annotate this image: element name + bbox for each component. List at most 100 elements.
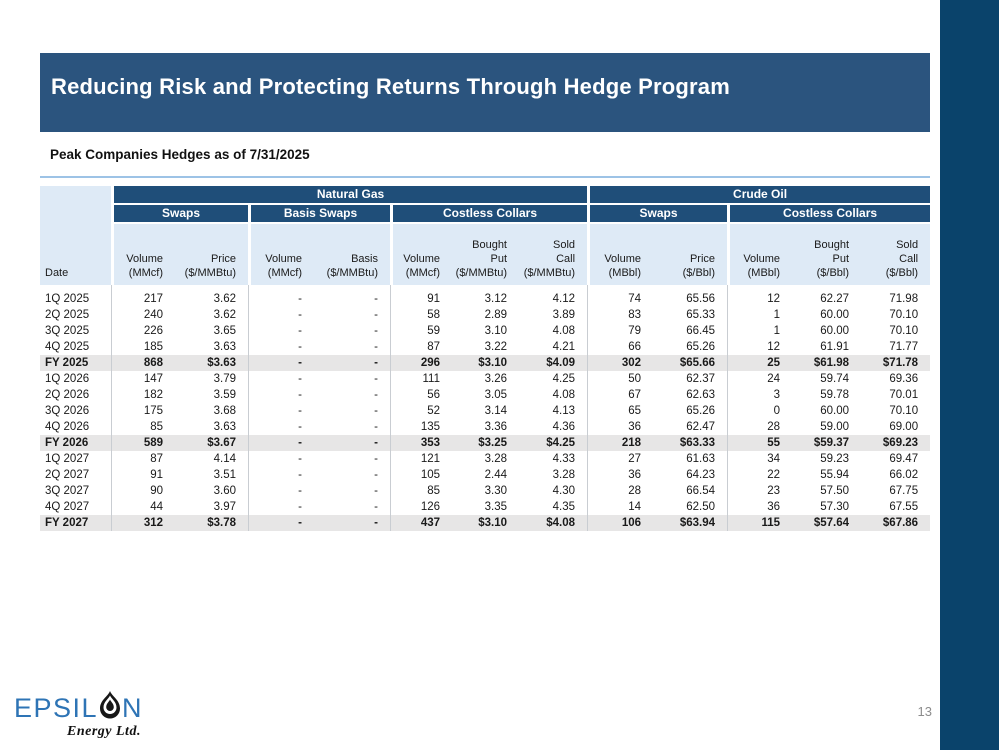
table-cell: 50 [587,371,653,387]
table-cell: $4.09 [519,355,588,371]
table-column-header: Volume (MMcf) [111,224,175,285]
table-cell: - [374,325,378,337]
table-cell: 312 [111,515,175,531]
table-cell: 62.37 [686,373,716,385]
table-cell: 4.14 [213,453,236,465]
table-column-header: Date [40,224,111,285]
table-cell: $59.37 [792,435,862,451]
table-subgroup-header: Costless Collars [390,205,588,224]
table-cell: 70.10 [889,309,919,321]
table-cell: 91 [111,467,175,483]
table-cell: 67.55 [889,501,919,513]
table-spacer-cell [587,285,653,291]
row-label: FY 2027 [40,515,111,531]
table-cell: 66.02 [889,469,919,481]
table-cell: 353 [390,435,452,451]
table-cell: 36 [727,499,792,515]
table-cell: 69.00 [889,421,919,433]
table-cell: 69.47 [889,453,919,465]
table-cell: 61.63 [686,453,716,465]
table-cell: 218 [587,435,654,451]
table-column-header: Volume (MBbl) [587,224,654,285]
table-cell: 87 [390,339,452,355]
table-cell: 66.54 [686,485,716,497]
table-cell: - [374,469,378,481]
table-cell: 240 [111,307,175,323]
table-cell: 121 [390,451,452,467]
table-cell: 4.13 [552,405,576,417]
table-cell: 3.10 [484,325,507,337]
table-cell: - [248,387,314,403]
table-cell: 62.63 [686,389,716,401]
table-cell: 3.63 [213,421,236,433]
table-cell: - [374,309,378,321]
page-title: Reducing Risk and Protecting Returns Thr… [51,74,731,99]
table-cell: 28 [727,419,792,435]
table-cell: 296 [390,355,452,371]
table-row: 3Q 2027 90 3.60- -85 3.30 4.30 28 66.54 23 57.50 6… [40,483,930,499]
table-cell: - [248,403,314,419]
hedges-table-body: 1Q 2025 217 3.62- -91 3.12 4.12 74 65.56 12 62.27… [40,285,931,531]
logo-tagline: Energy Ltd. [67,724,141,739]
table-cell: $3.63 [175,355,248,371]
row-label: 2Q 2027 [45,469,90,481]
table-subgroup-row: Swaps Basis Swaps Costless Collars Swaps Cos… [40,205,931,224]
table-cell: 64.23 [686,469,716,481]
table-cell: 4.33 [552,453,576,465]
table-cell: - [374,501,378,513]
table-cell: 90 [111,483,175,499]
table-cell: 57.50 [820,485,850,497]
table-column-header: Basis ($/MMBtu) [314,224,390,285]
table-cell: 4.30 [552,485,576,497]
table-cell: 217 [111,291,175,307]
logo-text-suffix: N [122,693,144,723]
table-cell: 3.26 [484,373,507,385]
table-subgroup-header: Swaps [111,205,248,224]
table-cell: 3.22 [484,341,507,353]
table-cell: $3.10 [452,515,519,531]
table-cell: 106 [587,515,654,531]
table-cell: 111 [390,371,452,387]
table-cell: 60.00 [820,325,850,337]
table-cell: $69.23 [861,435,931,451]
table-cell: 66.45 [686,325,716,337]
table-cell: 69.36 [889,373,919,385]
table-column-header: Volume (MBbl) [727,224,793,285]
table-cell: 135 [390,419,452,435]
table-cell: 70.10 [889,405,919,417]
table-cell: 3.60 [213,485,236,497]
table-cell: 12 [727,291,792,307]
table-total-row: FY 2027 312 $3.78- -437 $3.10 $4.08 106 $63.94 1… [40,515,931,531]
table-cell: 60.00 [820,309,850,321]
hedges-table-head: Natural Gas Crude Oil Swaps Basis Swaps Cost… [40,186,931,285]
table-cell: 62.47 [686,421,716,433]
table-cell: $63.94 [653,515,728,531]
table-column-header: Price ($/MMBtu) [175,224,248,285]
table-cell: 65 [587,403,653,419]
table-cell: 147 [111,371,175,387]
divider-rule [40,176,930,178]
table-cell: 65.26 [686,341,716,353]
table-row: 2Q 2026 182 3.59- -56 3.05 4.08 67 62.63 3 59.78 7… [40,387,930,403]
table-cell: 71.77 [889,341,919,353]
table-cell: 3.59 [213,389,236,401]
table-cell: 4.08 [552,389,576,401]
table-cell: 3.35 [484,501,507,513]
table-cell: 70.10 [889,325,919,337]
table-cell: 56 [390,387,452,403]
table-cell: - [248,339,314,355]
table-cell: - [248,371,314,387]
table-cell: 4.25 [552,373,576,385]
table-cell: - [374,453,378,465]
table-cell: 24 [727,371,792,387]
table-subgroup-header: Basis Swaps [248,205,390,224]
table-cell: $57.64 [792,515,862,531]
table-cell: $3.78 [175,515,248,531]
table-cell: 85 [390,483,452,499]
table-cell: 14 [587,499,653,515]
row-label: 4Q 2026 [45,421,90,433]
table-cell: 4.36 [552,421,576,433]
table-cell: 2.44 [484,469,507,481]
table-cell: 4.12 [552,293,576,305]
table-cell: 3.12 [484,293,507,305]
